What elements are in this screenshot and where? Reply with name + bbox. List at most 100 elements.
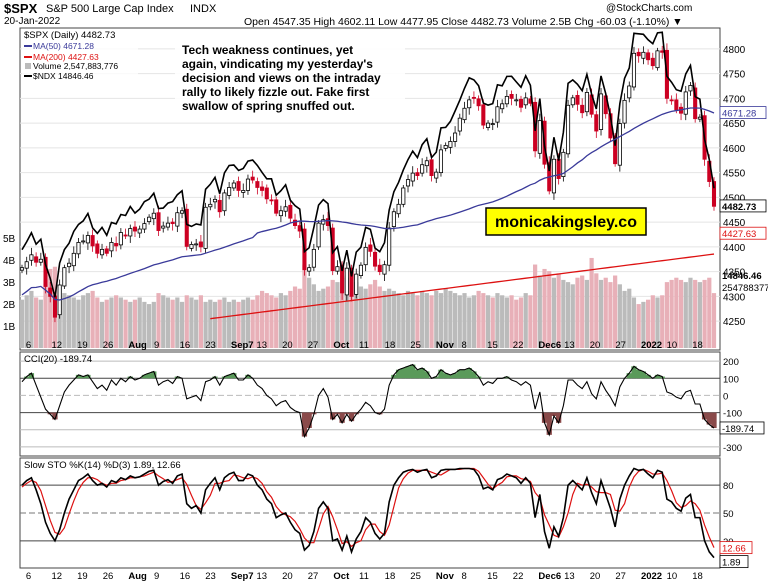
quote-summary: Open 4547.35 High 4602.11 Low 4477.95 Cl… [244, 16, 683, 28]
price-tick-label: 4600 [723, 144, 746, 155]
volume-bar [349, 271, 354, 348]
volume-bar [650, 295, 655, 348]
candle-body [415, 172, 420, 176]
candle-body [518, 98, 524, 108]
volume-bar [575, 277, 580, 348]
volume-bar [405, 290, 411, 348]
candle-body [161, 225, 166, 229]
candle-body [274, 199, 279, 214]
volume-bar [462, 293, 467, 348]
candle-body [373, 251, 378, 267]
x-tick-label: 23 [205, 340, 216, 351]
annotation-line-5: swallow of spring snuffed out. [182, 99, 355, 113]
x-tick-label: Sep7 [231, 340, 254, 351]
volume-bar [288, 290, 293, 348]
candle-body [363, 246, 368, 266]
volume-bar [702, 279, 707, 348]
candle-body [189, 244, 194, 249]
x-tick-label: Aug [128, 340, 147, 351]
legend-volume: Volume 2,547,883,776 [33, 61, 118, 71]
volume-bar [85, 293, 91, 348]
brand-box: monicakingsley.co [485, 207, 647, 236]
price-tick-label: 4450 [723, 218, 746, 229]
volume-bar [584, 279, 590, 348]
cci-title: CCI(20) -189.74 [24, 354, 92, 365]
candle-body [118, 232, 123, 246]
volume-bar [622, 290, 627, 348]
price-legend: $SPX (Daily) 4482.73 MA(50) 4671.28 MA(2… [22, 29, 138, 81]
candle-body [260, 186, 265, 191]
x-tick-label: 25 [410, 340, 421, 351]
volume-bar [434, 290, 439, 348]
candle-body [109, 242, 114, 252]
volume-bar [29, 290, 34, 348]
candle-body [123, 234, 128, 237]
candle-body [641, 51, 646, 59]
volume-bar [132, 299, 138, 348]
cci-tick-label: 200 [723, 357, 739, 368]
volume-bar [415, 295, 420, 348]
volume-tick-label: 1B [3, 322, 16, 333]
candle-body [683, 91, 688, 115]
volume-bar [118, 297, 123, 348]
x-tick-label: 6 [26, 340, 31, 351]
price-tick-label: 4300 [723, 292, 746, 303]
cci-tick-label: 100 [723, 374, 739, 385]
watermark: @StockCharts.com [606, 3, 693, 14]
volume-bar [264, 293, 269, 348]
x-tick-label: 13 [564, 340, 575, 351]
volume-bar [627, 288, 632, 348]
x-tick-label: 19 [77, 340, 88, 351]
annotation-line-3: decision and views on the intraday [182, 71, 381, 85]
candle-body [245, 178, 250, 191]
volume-bar [448, 290, 453, 348]
candle-body [175, 212, 180, 227]
brand-bg [485, 207, 647, 236]
candle-body [570, 97, 575, 106]
sto-d-last-tag: 12.66 [722, 544, 746, 555]
candle-body [377, 264, 382, 273]
volume-bar [170, 299, 175, 348]
x-tick-label: 18 [385, 571, 396, 582]
candle-body [203, 206, 208, 249]
candle-body [170, 221, 175, 225]
sto-d-last-tag-bg [719, 541, 753, 555]
candle-body [424, 160, 429, 167]
sto-k-last-tag-bg [719, 555, 749, 569]
candle-body [391, 211, 396, 227]
close-last-tag-bg [719, 199, 767, 213]
volume-bar [500, 295, 505, 348]
volume-bar [363, 288, 368, 348]
x-tick-label: Sep7 [231, 571, 254, 582]
x-tick-label: 13 [564, 571, 575, 582]
volume-bar [335, 282, 340, 348]
x-tick-label: 10 [667, 571, 678, 582]
legend-volume-swatch [25, 63, 31, 69]
volume-bar [533, 264, 538, 348]
x-tick-label: 18 [385, 340, 396, 351]
volume-bar [208, 299, 213, 348]
volume-bar [485, 295, 491, 348]
x-tick-label: 18 [692, 340, 703, 351]
volume-bar [688, 277, 693, 348]
cci-tick-label: -100 [723, 409, 742, 420]
volume-bar [603, 277, 608, 348]
cci-last-tag: -189.74 [722, 424, 754, 435]
candle-body [217, 199, 222, 213]
volume-bar [340, 275, 345, 348]
legend-ma50: MA(50) 4671.28 [33, 41, 94, 51]
volume-bar [660, 295, 665, 348]
candle-body [405, 179, 411, 187]
volume-bar [354, 282, 359, 348]
price-tick-label: 4650 [723, 119, 746, 130]
x-tick-label: 19 [77, 571, 88, 582]
volume-tick-label: 3B [3, 278, 16, 289]
candle-body [132, 226, 138, 232]
candle-body [184, 208, 189, 247]
candle-body [71, 252, 76, 267]
price-panel: 4250 4300 4350 4400 4450 4500 4550 4600 4650 4700… [3, 27, 768, 351]
volume-bar [203, 301, 208, 348]
volume-bar [387, 288, 392, 348]
volume-bar [175, 297, 180, 348]
